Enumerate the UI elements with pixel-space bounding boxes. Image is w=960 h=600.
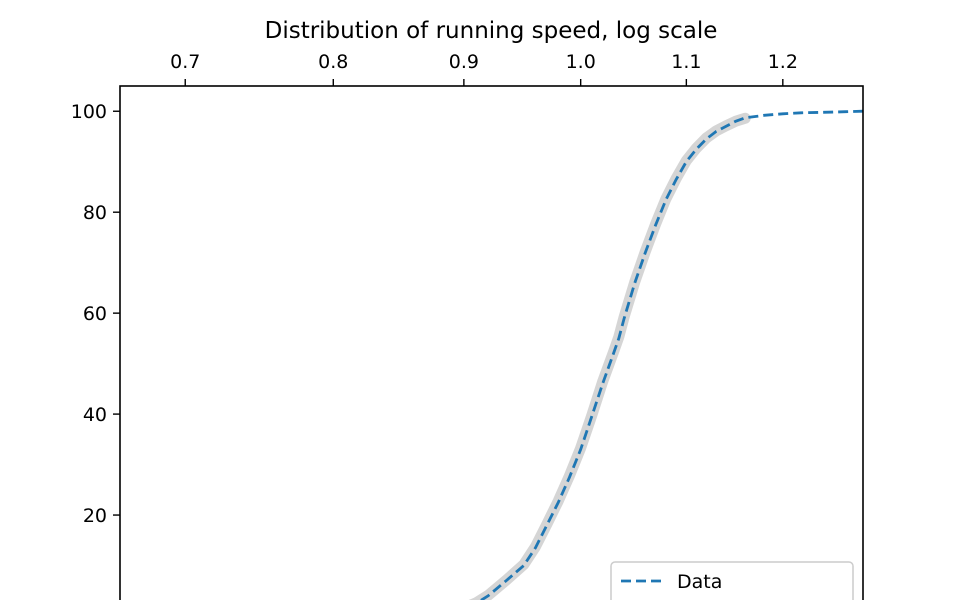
legend-label: Data xyxy=(677,571,722,593)
chart-title: Distribution of running speed, log scale xyxy=(265,18,718,44)
legend-box xyxy=(610,561,854,600)
data-series-line xyxy=(478,109,864,600)
y-tick-label: 100 xyxy=(71,101,107,123)
x-tick-label: 0.8 xyxy=(318,51,348,73)
y-axis: 20 40 60 80 100 xyxy=(71,101,120,527)
x-tick-label: 1.2 xyxy=(768,51,798,73)
x-tick-label: 0.7 xyxy=(170,51,200,73)
y-tick-label: 20 xyxy=(83,505,107,527)
x-axis: 0.7 0.8 0.9 1.0 1.1 1.2 xyxy=(170,51,798,86)
model-band xyxy=(468,112,751,600)
plot-frame xyxy=(119,85,864,600)
y-tick-label: 40 xyxy=(83,404,107,426)
x-tick-label: 1.1 xyxy=(671,51,701,73)
model-band-layer xyxy=(468,112,751,600)
x-tick-label: 1.0 xyxy=(566,51,596,73)
y-tick-label: 60 xyxy=(83,303,107,325)
x-tick-label: 0.9 xyxy=(449,51,479,73)
y-tick-label: 80 xyxy=(83,202,107,224)
series-line-layer xyxy=(478,109,864,600)
legend: Data xyxy=(610,561,854,600)
